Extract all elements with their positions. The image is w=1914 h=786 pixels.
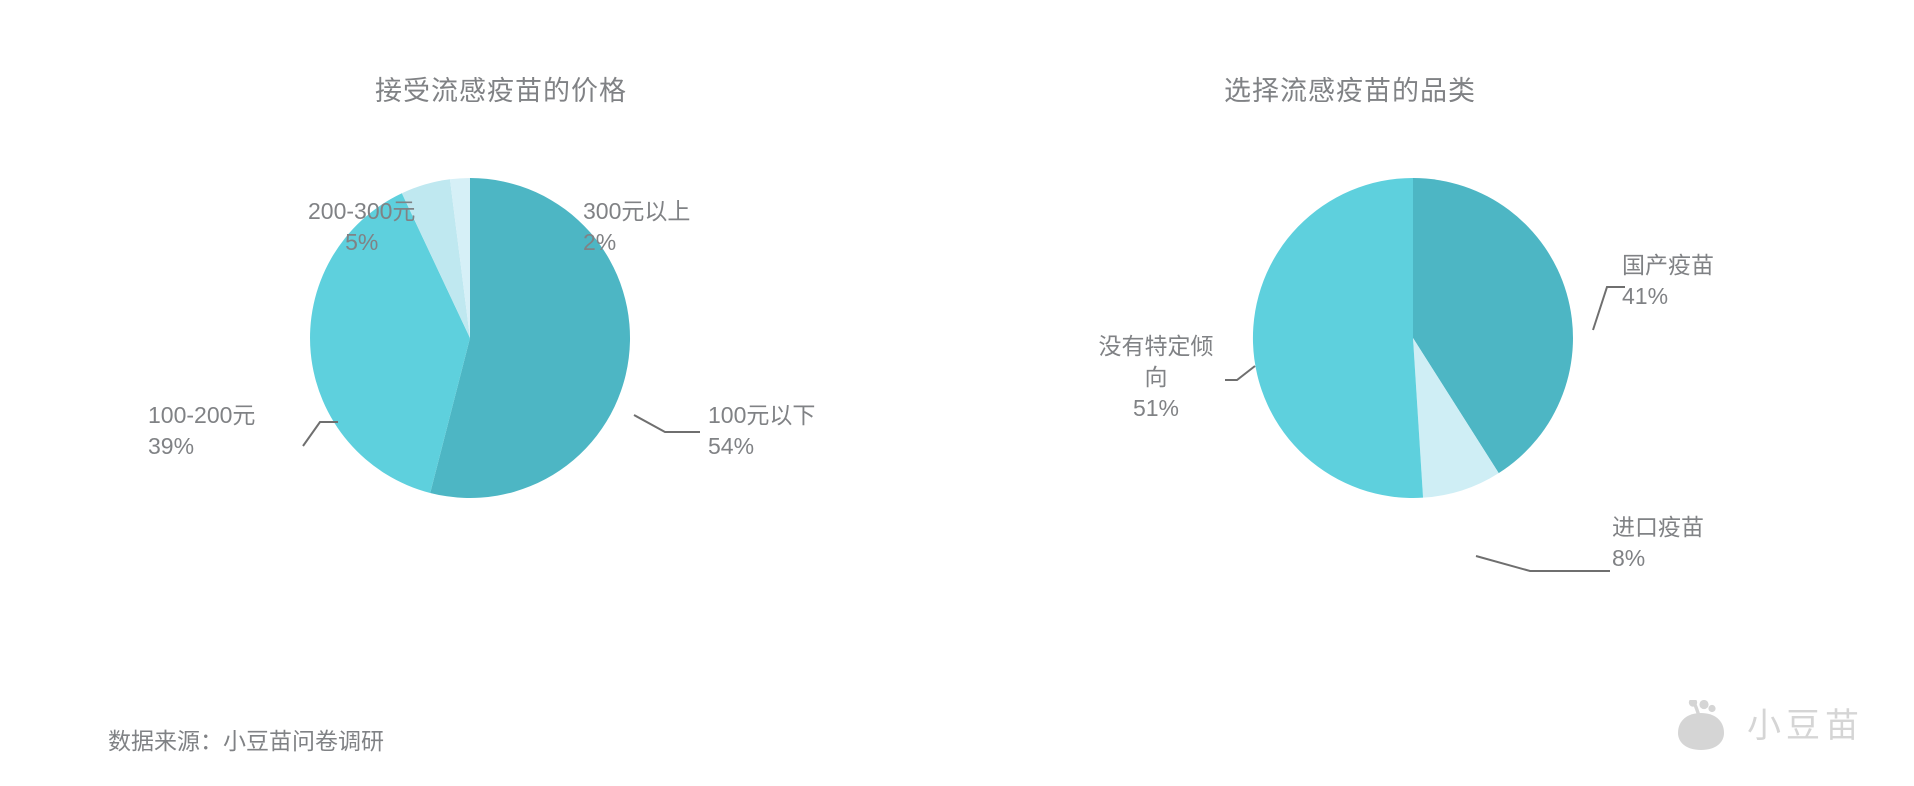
pie-label-price-under100: 100元以下 54% (708, 400, 815, 462)
sprout-bean-logo-icon (1678, 700, 1724, 750)
pie-label-name: 300元以上 (583, 198, 691, 224)
pie-label-pct: 2% (583, 228, 617, 255)
brand-logo: 小豆苗 (1672, 700, 1864, 752)
source-note: 数据来源：小豆苗问卷调研 (108, 728, 384, 754)
pie-slice-price-over300[interactable] (449, 178, 470, 338)
pie-slice-price-under100[interactable] (430, 178, 631, 499)
pie-label-pct: 54% (708, 432, 755, 459)
pie-label-brand-no-pref: 没有特定倾向 51% (1088, 331, 1224, 423)
leader-line-no-pref (1225, 365, 1256, 381)
pie-label-brand-domestic: 国产疫苗 41% (1622, 250, 1714, 312)
pie-slice-price-100-200[interactable] (310, 193, 470, 493)
leader-line-import (1475, 555, 1610, 572)
pie-label-price-over300: 300元以上 2% (583, 196, 690, 258)
pie-label-name: 没有特定倾向 (1098, 333, 1214, 390)
pie-slice-brand-import[interactable] (1413, 338, 1499, 498)
pie-chart-price (310, 178, 631, 499)
pie-label-name: 100-200元 (148, 402, 256, 428)
pie-label-name: 200-300元 (308, 198, 416, 224)
chart-title-brand: 选择流感疫苗的品类 (1224, 76, 1476, 106)
pie-slice-brand-no-pref[interactable] (1252, 177, 1424, 498)
pie-label-brand-import: 进口疫苗 8% (1612, 512, 1704, 574)
pie-label-price-100-200: 100-200元 39% (148, 400, 255, 462)
leader-line-domestic (1592, 286, 1625, 331)
pie-label-pct: 51% (1132, 394, 1180, 421)
pie-label-price-200-300: 200-300元 5% (308, 196, 415, 258)
leader-line-under100 (633, 414, 700, 433)
pie-label-pct: 8% (1612, 544, 1646, 571)
pie-chart-brand (1252, 177, 1573, 498)
chart-title-price: 接受流感疫苗的价格 (375, 76, 627, 106)
pie-label-pct: 5% (345, 228, 379, 255)
pie-label-name: 进口疫苗 (1612, 514, 1704, 540)
pie-label-pct: 41% (1622, 282, 1669, 309)
pie-slice-price-200-300[interactable] (401, 179, 470, 338)
pie-label-name: 国产疫苗 (1622, 252, 1714, 278)
pie-label-pct: 39% (148, 432, 195, 459)
pie-slice-brand-domestic[interactable] (1413, 178, 1573, 474)
pie-label-name: 100元以下 (708, 402, 816, 428)
brand-name: 小豆苗 (1747, 707, 1864, 745)
